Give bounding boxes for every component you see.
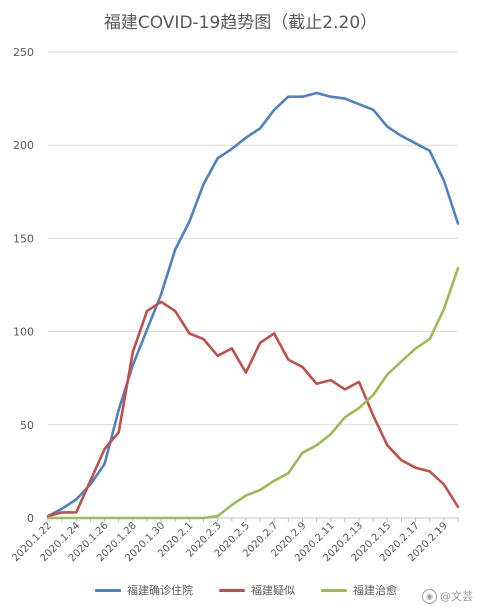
watermark-text: @文芸 bbox=[440, 590, 473, 603]
legend-item-confirmed: 福建确诊住院 bbox=[95, 582, 193, 598]
y-tick-label-200: 200 bbox=[13, 139, 34, 152]
series-line-0 bbox=[46, 91, 460, 518]
series-line-1 bbox=[46, 300, 460, 518]
legend-label-suspected: 福建疑似 bbox=[251, 584, 295, 597]
legend: 福建确诊住院 福建疑似 福建治愈 bbox=[95, 582, 397, 598]
y-tick-label-50: 50 bbox=[20, 419, 34, 432]
legend-item-recovered: 福建治愈 bbox=[321, 582, 397, 598]
y-tick-label-250: 250 bbox=[13, 46, 34, 59]
series-layer bbox=[46, 91, 460, 520]
legend-swatch-recovered bbox=[321, 588, 347, 592]
legend-swatch-confirmed bbox=[95, 588, 121, 592]
grid-lines bbox=[48, 51, 458, 426]
legend-swatch-suspected bbox=[219, 588, 245, 592]
legend-label-confirmed: 福建确诊住院 bbox=[127, 584, 193, 597]
y-tick-label-150: 150 bbox=[13, 232, 34, 245]
y-tick-label-0: 0 bbox=[27, 512, 34, 525]
legend-item-suspected: 福建疑似 bbox=[219, 582, 295, 598]
y-tick-label-100: 100 bbox=[13, 326, 34, 339]
legend-label-recovered: 福建治愈 bbox=[353, 584, 397, 597]
watermark: ◉ @文芸 bbox=[422, 588, 473, 604]
series-line-2 bbox=[46, 266, 460, 520]
weibo-icon: ◉ bbox=[422, 588, 437, 604]
chart-title: 福建COVID-19趋势图（截止2.20） bbox=[103, 13, 378, 33]
